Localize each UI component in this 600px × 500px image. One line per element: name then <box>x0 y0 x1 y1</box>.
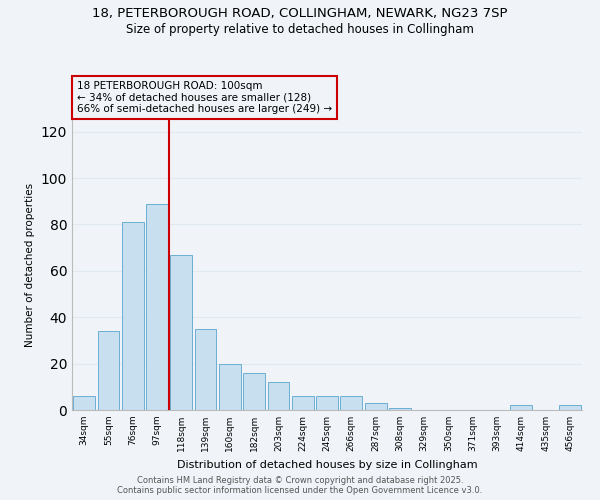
Bar <box>219 364 241 410</box>
Y-axis label: Number of detached properties: Number of detached properties <box>25 183 35 347</box>
Bar <box>389 408 411 410</box>
Bar <box>97 331 119 410</box>
Bar <box>194 329 217 410</box>
Bar <box>559 406 581 410</box>
Bar <box>316 396 338 410</box>
X-axis label: Distribution of detached houses by size in Collingham: Distribution of detached houses by size … <box>176 460 478 469</box>
Bar <box>122 222 143 410</box>
Bar <box>146 204 168 410</box>
Text: 18 PETERBOROUGH ROAD: 100sqm
← 34% of detached houses are smaller (128)
66% of s: 18 PETERBOROUGH ROAD: 100sqm ← 34% of de… <box>77 81 332 114</box>
Bar <box>268 382 289 410</box>
Bar <box>292 396 314 410</box>
Bar <box>511 406 532 410</box>
Text: 18, PETERBOROUGH ROAD, COLLINGHAM, NEWARK, NG23 7SP: 18, PETERBOROUGH ROAD, COLLINGHAM, NEWAR… <box>92 8 508 20</box>
Text: Contains HM Land Registry data © Crown copyright and database right 2025.
Contai: Contains HM Land Registry data © Crown c… <box>118 476 482 495</box>
Bar <box>170 254 192 410</box>
Bar <box>243 373 265 410</box>
Bar <box>340 396 362 410</box>
Bar <box>73 396 95 410</box>
Text: Size of property relative to detached houses in Collingham: Size of property relative to detached ho… <box>126 22 474 36</box>
Bar <box>365 403 386 410</box>
